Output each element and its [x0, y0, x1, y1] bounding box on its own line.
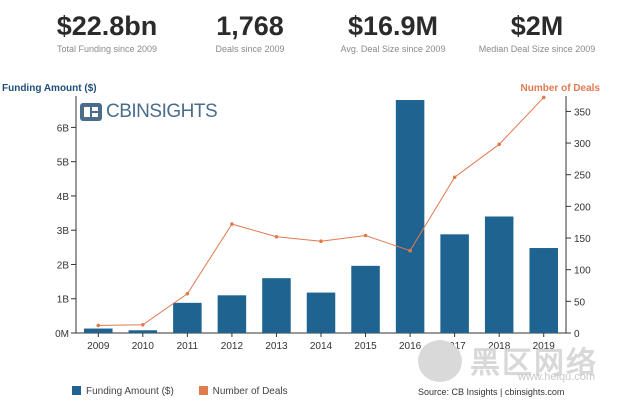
deals-point-2015 [363, 233, 368, 238]
stat-value: 1,768 [216, 11, 284, 41]
deals-point-2019 [541, 95, 546, 100]
left-tick-label: 1B [57, 295, 70, 306]
stat-label: Total Funding since 2009 [56, 44, 158, 54]
right-tick-label: 100 [574, 266, 591, 277]
left-tick-label: 5B [57, 158, 70, 169]
deals-point-2018 [497, 142, 501, 147]
x-tick-label: 2010 [132, 341, 155, 352]
bar-2018 [484, 216, 514, 333]
stat-label: Median Deal Size since 2009 [478, 44, 596, 54]
right-tick-label: 0 [574, 329, 580, 340]
right-tick-label: 300 [574, 139, 591, 150]
right-tick-label: 200 [574, 202, 591, 213]
x-tick-label: 2015 [354, 341, 377, 352]
x-tick-label: 2012 [221, 341, 244, 352]
bar-2009 [84, 328, 113, 333]
bar-2014 [306, 292, 336, 333]
bar-2019 [529, 248, 558, 333]
deals-point-2012 [230, 222, 234, 226]
right-axis-title: Number of Deals [520, 83, 600, 94]
stat-label: Deals since 2009 [215, 44, 285, 54]
deals-point-2010 [141, 322, 145, 327]
logo-text: CBINSIGHTS [106, 101, 218, 122]
bar-2012 [217, 295, 247, 333]
deals-point-2013 [274, 234, 279, 239]
legend-label: Number of Deals [212, 386, 288, 397]
legend-item-deals: Number of Deals [198, 386, 288, 397]
left-tick-label: 3B [57, 226, 70, 237]
right-tick-label: 150 [574, 234, 591, 245]
stat-label: Avg. Deal Size since 2009 [340, 44, 446, 54]
right-tick-label: 350 [574, 107, 591, 118]
right-tick-label: 250 [574, 171, 591, 182]
x-tick-label: 2013 [265, 341, 288, 352]
x-tick-label: 2011 [177, 341, 199, 352]
stat-value: $22.8bn [56, 11, 158, 41]
legend-swatch-line [198, 386, 208, 395]
left-tick-label: 4B [57, 192, 70, 203]
watermark-logo-icon [418, 340, 462, 382]
cb-logo-icon [80, 103, 102, 121]
x-tick-label: 2016 [399, 341, 422, 352]
x-tick-label: 2014 [310, 341, 333, 352]
x-tick-label: 2018 [488, 341, 511, 352]
stat-value: $16.9M [347, 11, 439, 41]
summary-stats: $22.8bn Total Funding since 2009 1,768 D… [0, 0, 640, 72]
bar-2017 [440, 234, 469, 333]
bar-2013 [262, 278, 291, 333]
right-tick-label: 50 [574, 297, 586, 308]
deals-point-2009 [96, 323, 101, 328]
stat-value: $2M [510, 11, 564, 41]
x-tick-label: 2019 [533, 341, 556, 352]
stat-total-funding: $22.8bn Total Funding since 2009 [32, 10, 182, 54]
stat-avg-deal: $16.9M Avg. Deal Size since 2009 [318, 10, 468, 54]
deals-line [98, 97, 545, 326]
source-note: Source: CB Insights | cbinsights.com [418, 387, 565, 397]
bar-2015 [351, 265, 380, 333]
stat-deals: 1,768 Deals since 2009 [175, 10, 325, 54]
left-axis-title: Funding Amount ($) [2, 83, 97, 94]
bar-2010 [128, 330, 158, 333]
x-tick-label: 2009 [87, 341, 110, 352]
deals-point-2016 [408, 248, 412, 253]
deals-point-2014 [319, 239, 323, 243]
deals-point-2011 [185, 291, 190, 296]
watermark: 黑区网络 www.heiqu.com [418, 338, 638, 384]
left-tick-label: 0M [55, 329, 69, 340]
watermark-text: 黑区网络 [470, 347, 598, 380]
legend-item-funding: Funding Amount ($) [72, 386, 174, 397]
stat-median-deal: $2M Median Deal Size since 2009 [462, 10, 612, 54]
left-tick-label: 2B [57, 260, 70, 271]
legend: Funding Amount ($) Number of Deals [72, 386, 310, 397]
bar-2016 [395, 100, 425, 333]
bar-2011 [173, 302, 202, 333]
deals-point-2017 [452, 175, 457, 180]
watermark-url: www.heiqu.com [518, 371, 596, 383]
legend-swatch-bar [72, 386, 81, 395]
legend-label: Funding Amount ($) [86, 386, 174, 397]
left-tick-label: 6B [57, 123, 70, 134]
